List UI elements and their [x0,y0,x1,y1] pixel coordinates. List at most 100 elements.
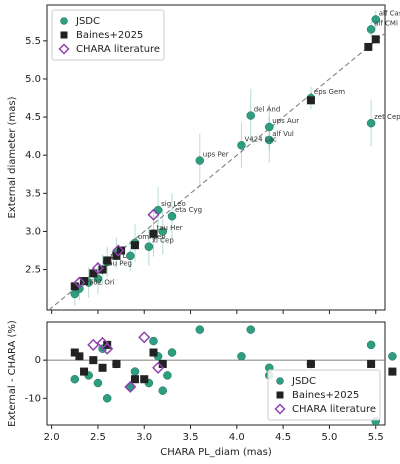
point [158,386,168,395]
point [138,331,151,344]
point [364,42,373,51]
x-axis-label: CHARA PL_diam (mas) [160,447,272,458]
point [101,342,114,355]
point [246,325,255,334]
point [130,367,140,376]
y-tick-label: 4.0 [25,150,41,161]
point [102,394,112,403]
point [237,352,246,361]
plot-frame [46,321,386,426]
point [75,352,84,361]
point [149,229,158,238]
point-label: eps Gem [314,88,345,96]
legend-box [51,9,165,61]
point-label: psi Lac [110,252,134,260]
x-tick-label: 5.0 [321,432,337,443]
point [80,277,89,286]
point-label: alf Cas [379,9,400,17]
point [163,371,172,380]
point [140,375,149,384]
legend-marker [276,377,284,385]
point [98,265,107,274]
x-tick-label: 2.0 [44,432,60,443]
x-tick-label: 4.5 [275,432,291,443]
point [306,359,315,368]
point [195,156,205,165]
point [89,356,98,365]
point [388,352,397,361]
point [91,262,104,275]
point [124,380,137,393]
y-axis-label: External diameter (mas) [7,96,18,218]
point [93,378,103,388]
y-tick-label: 2.5 [25,265,41,276]
point [306,96,315,105]
legend-marker [60,17,68,25]
point [89,269,98,278]
point [87,338,100,351]
point [149,336,158,346]
point [246,111,255,120]
legend-marker [274,403,286,415]
point [264,122,274,132]
y-tick-label: -10 [25,393,41,404]
point [371,15,380,24]
y-axis-label: External - CHARA (%) [7,320,18,427]
point [366,340,376,350]
y-tick-label: 5.5 [25,36,41,47]
point [103,256,112,265]
y-tick-label: 3.0 [25,226,41,237]
plot-frame [46,4,386,311]
point [103,340,112,349]
point-label: sig Leo [161,200,186,208]
point [70,374,80,384]
point [117,246,126,255]
point [366,25,376,34]
point-label: del And [254,106,281,114]
point [371,35,380,44]
point [112,244,125,257]
point [73,276,86,289]
point [367,359,376,368]
x-tick-label: 4.0 [229,432,245,443]
legend-box [267,369,381,421]
point-label: alf CMi [374,19,398,27]
point [112,359,121,368]
point [144,242,154,251]
point [237,141,246,150]
point [70,282,79,291]
legend-label: JSDC [75,16,100,27]
point [149,348,158,357]
point [388,367,397,376]
point [130,241,139,250]
legend-marker [276,391,284,399]
point-label: xi Cep [152,237,175,245]
point [264,135,274,145]
point [158,227,168,236]
point-label: zet Cep [374,113,400,121]
point-label: tau Her [156,224,182,232]
x-tick-label: 3.5 [183,432,199,443]
point [147,208,160,221]
point [152,361,165,374]
point [366,118,376,128]
point [80,367,89,376]
point [167,211,177,221]
y-tick-label: 3.5 [25,188,41,199]
legend-marker [60,31,68,39]
legend-label: CHARA literature [292,404,376,415]
point [98,363,107,372]
x-tick-label: 5.5 [368,432,384,443]
legend-label: JSDC [291,376,316,387]
y-tick-label: 0 [35,355,41,366]
point [158,359,167,368]
point-label: tau Peg [106,260,132,268]
point [130,375,139,384]
point-label: ups Aur [272,117,299,125]
legend-label: Baines+2025 [76,30,143,41]
point [112,251,121,260]
x-tick-label: 2.5 [90,432,106,443]
point-label: eta Cyg [175,206,202,214]
point [195,325,205,334]
